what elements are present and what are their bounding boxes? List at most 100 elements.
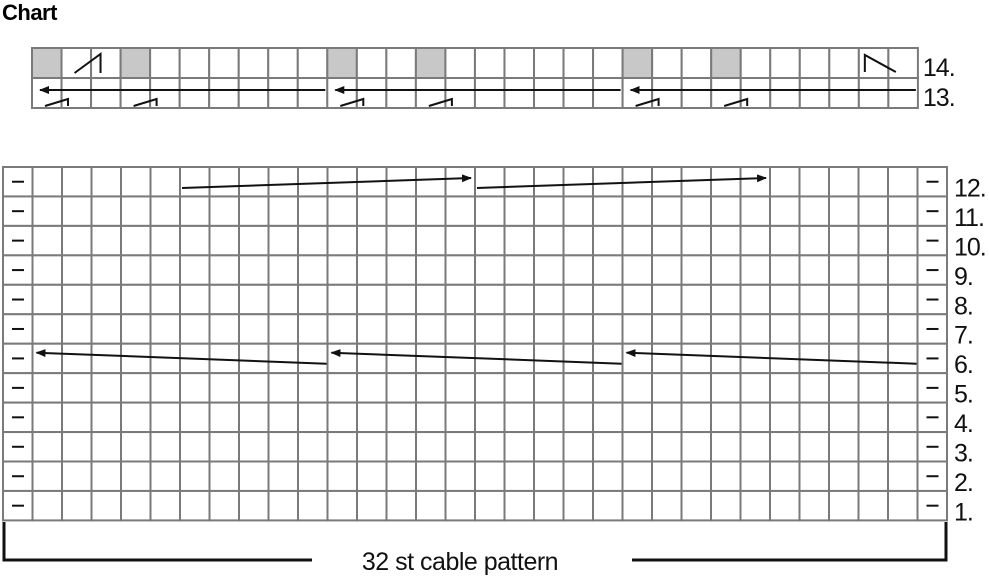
chart-cell	[444, 372, 476, 404]
chart-cell	[356, 372, 388, 404]
chart-cell	[474, 195, 506, 227]
chart-cell	[592, 224, 624, 257]
chart-cell	[385, 254, 417, 286]
chart-cell	[533, 166, 565, 198]
chart-cell	[61, 313, 93, 345]
chart-cell	[533, 401, 565, 434]
chart-cell	[739, 460, 771, 492]
chart-cell	[356, 431, 388, 463]
chart-cell	[297, 489, 329, 522]
chart-cell	[710, 342, 742, 375]
chart-cell	[267, 254, 299, 286]
chart-cell	[592, 460, 624, 492]
chart-cell	[297, 460, 329, 492]
chart-cell	[533, 460, 565, 492]
chart-cell	[296, 47, 329, 79]
chart-cell	[769, 401, 801, 434]
chart-cell	[592, 431, 624, 463]
chart-cell	[90, 313, 122, 345]
chart-cell	[828, 283, 860, 316]
chart-cell	[356, 489, 388, 522]
chart-cell	[533, 77, 565, 109]
chart-cell	[621, 313, 653, 345]
chart-cell	[533, 224, 565, 257]
chart-cell	[680, 401, 712, 434]
chart-cell	[444, 224, 476, 257]
chart-cell	[828, 431, 860, 463]
chart-cell	[444, 77, 476, 109]
chart-cell	[651, 47, 683, 79]
chart-cell	[326, 224, 358, 257]
row-label: 4.	[954, 410, 973, 438]
chart-cell	[90, 224, 122, 257]
row-label: 3.	[954, 440, 973, 468]
chart-cell	[179, 401, 211, 434]
chart-cell	[415, 313, 447, 345]
chart-cell	[533, 431, 565, 463]
chart-cell	[415, 460, 447, 492]
chart-cell	[769, 224, 801, 257]
chart-cell	[503, 224, 535, 257]
chart-cell	[267, 77, 299, 109]
chart-cell	[680, 77, 713, 109]
chart-cell	[798, 431, 830, 463]
chart-cell	[621, 254, 653, 286]
chart-cell	[267, 47, 299, 79]
chart-cell	[887, 283, 919, 316]
chart-cell	[503, 254, 535, 286]
chart-cell	[769, 313, 801, 345]
chart-cell	[356, 254, 388, 286]
chart-cell	[828, 489, 860, 522]
chart-cell	[238, 372, 270, 404]
chart-cell	[149, 460, 181, 492]
chart-cell	[621, 47, 654, 79]
chart-cell	[503, 77, 536, 109]
chart-cell	[297, 283, 329, 316]
chart-cell	[90, 283, 122, 316]
chart-cell	[179, 224, 211, 257]
row-label: 13.	[923, 84, 955, 112]
chart-cell	[267, 460, 299, 492]
chart-cell	[444, 47, 476, 79]
chart-cell	[61, 401, 93, 434]
chart-cell	[857, 342, 889, 375]
chart-cell	[592, 254, 624, 286]
chart-cell	[415, 283, 447, 316]
chart-cell	[208, 254, 240, 286]
chart-cell	[739, 431, 771, 463]
chart-cell	[710, 254, 742, 286]
chart-cell	[149, 195, 181, 227]
chart-cell	[739, 47, 772, 79]
chart-cell	[208, 195, 240, 227]
chart-cell	[651, 401, 683, 434]
chart-cell	[857, 77, 890, 109]
chart-cell	[828, 401, 860, 434]
chart-cell	[828, 47, 860, 79]
chart-cell	[208, 283, 240, 316]
chart-cell	[887, 254, 919, 286]
chart-cell	[887, 313, 919, 345]
left-cross-symbol	[863, 53, 897, 73]
chart-cell	[562, 431, 594, 463]
chart-cell	[474, 313, 506, 345]
chart-cell	[562, 195, 594, 227]
chart-cell	[592, 313, 624, 345]
chart-cell	[887, 489, 919, 522]
chart-cell	[887, 342, 919, 375]
chart-cell	[562, 283, 594, 316]
chart-cell	[31, 460, 63, 492]
chart-cell	[474, 254, 506, 286]
chart-cell	[798, 47, 831, 79]
chart-cell	[60, 77, 93, 109]
chart-cell	[267, 401, 299, 434]
row-label: 10.	[954, 233, 986, 261]
chart-cell	[31, 489, 63, 522]
chart-cell	[769, 166, 801, 198]
chart-cell	[592, 401, 624, 434]
chart-cell	[710, 489, 742, 522]
chart-cell	[798, 224, 830, 257]
chart-cell	[90, 372, 122, 404]
chart-cell	[710, 224, 742, 257]
chart-cell	[326, 342, 358, 375]
chart-cell	[710, 166, 742, 198]
